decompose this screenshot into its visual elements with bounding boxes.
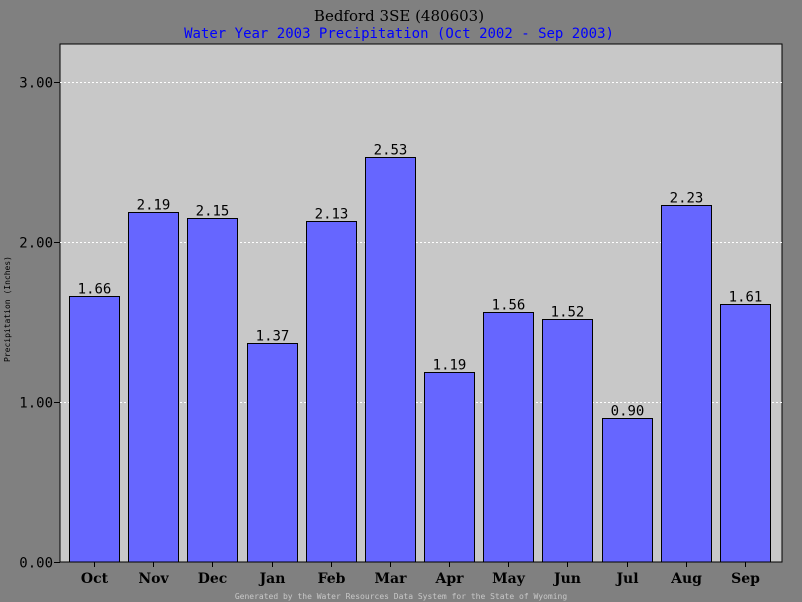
bar xyxy=(483,312,534,563)
bar xyxy=(602,418,653,563)
bar-value-label: 2.23 xyxy=(670,191,704,207)
y-tick-label: 0.00 xyxy=(19,556,53,572)
bar xyxy=(720,304,771,563)
footer-credit: Generated by the Water Resources Data Sy… xyxy=(235,592,568,601)
bar-value-label: 2.13 xyxy=(315,207,349,223)
x-tick-label: Apr xyxy=(434,571,464,587)
bar-value-label: 2.19 xyxy=(137,198,171,214)
bar xyxy=(661,205,712,563)
chart-title: Bedford 3SE (480603) xyxy=(314,7,484,25)
x-tick-label: Mar xyxy=(375,571,408,587)
y-tick-label: 3.00 xyxy=(19,76,53,92)
y-axis-label: Precipitation (Inches) xyxy=(3,256,12,362)
chart-subtitle: Water Year 2003 Precipitation (Oct 2002 … xyxy=(184,26,614,42)
y-tick-label: 1.00 xyxy=(19,396,53,412)
y-tick-label: 2.00 xyxy=(19,236,53,252)
bar-value-label: 1.66 xyxy=(78,282,112,298)
bar-value-label: 1.61 xyxy=(729,290,763,306)
x-tick-label: Jan xyxy=(258,571,286,587)
x-tick-label: Dec xyxy=(198,571,228,587)
bar xyxy=(306,221,357,563)
x-tick-label: May xyxy=(492,571,526,587)
bar-value-label: 1.37 xyxy=(256,329,290,345)
data-labels: 1.66 2.19 2.15 1.37 2.13 2.53 1.19 1.56 1.52 0.90… xyxy=(78,143,763,420)
x-tick-label: Feb xyxy=(318,571,346,587)
bar xyxy=(424,372,475,563)
bar xyxy=(542,319,593,563)
bar-value-label: 1.52 xyxy=(551,305,585,321)
bar xyxy=(128,212,179,563)
x-tick-label: Jun xyxy=(552,571,581,587)
x-tick-label: Nov xyxy=(138,571,169,587)
bars xyxy=(69,157,771,563)
x-axis-ticks: Oct Nov Dec Jan Feb Mar Apr May Jun Jul Aug Sep xyxy=(81,562,760,587)
bar-value-label: 2.53 xyxy=(374,143,408,159)
bar-value-label: 2.15 xyxy=(196,204,230,220)
bar-value-label: 1.19 xyxy=(433,358,467,374)
x-tick-label: Sep xyxy=(731,571,760,587)
bar xyxy=(69,296,120,563)
y-axis-ticks: 0.00 1.00 2.00 3.00 xyxy=(19,76,60,572)
x-tick-label: Jul xyxy=(614,571,638,587)
bar-value-label: 1.56 xyxy=(492,298,526,314)
bar-value-label: 0.90 xyxy=(611,404,645,420)
bar xyxy=(365,157,416,563)
bar xyxy=(187,218,238,563)
x-tick-label: Aug xyxy=(670,571,702,587)
bar xyxy=(247,343,298,563)
x-tick-label: Oct xyxy=(81,571,109,587)
